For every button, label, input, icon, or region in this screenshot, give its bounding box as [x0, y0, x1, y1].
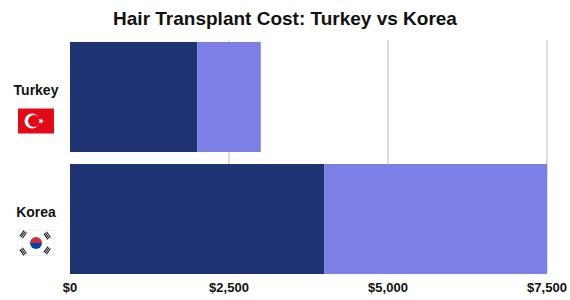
tick-label: $2,500: [209, 280, 249, 295]
flag-trigram: [43, 232, 50, 240]
bar-segment: [197, 42, 261, 152]
tick-label: $7,500: [527, 280, 567, 295]
flag-bg: [18, 231, 54, 256]
tick-label: $0: [63, 280, 77, 295]
flag-taeguk-bottom: [30, 243, 42, 249]
flag-bar: [22, 248, 27, 254]
chart-container: Hair Transplant Cost: Turkey vs Korea$0$…: [0, 0, 570, 300]
flag-bg: [18, 109, 54, 134]
y-axis: Turkey Korea: [14, 82, 59, 256]
category-label: Turkey: [14, 82, 59, 98]
chart-title: Hair Transplant Cost: Turkey vs Korea: [113, 8, 457, 29]
flag-taeguk-top: [30, 237, 42, 243]
flag-crescent: [25, 114, 40, 129]
flag-trigram: [19, 230, 26, 238]
tick-label: $5,000: [368, 280, 408, 295]
flag-bar: [46, 232, 51, 238]
bars: [70, 42, 547, 274]
flag-trigram: [43, 246, 50, 254]
chart-svg: Hair Transplant Cost: Turkey vs Korea$0$…: [0, 0, 570, 300]
flag-icon: [18, 109, 54, 134]
bar-segment: [70, 42, 197, 152]
category-label: Korea: [16, 204, 56, 220]
flag-crescent-cut: [28, 115, 40, 127]
flag-trigram: [19, 248, 26, 256]
x-axis: $0 $2,500 $5,000 $7,500: [63, 280, 567, 295]
flag-star: [38, 118, 44, 124]
bar-segment: [324, 164, 547, 274]
flag-bar: [46, 248, 51, 254]
flag-bar: [22, 232, 27, 238]
bar-segment: [70, 164, 324, 274]
flag-icon: [18, 230, 54, 255]
